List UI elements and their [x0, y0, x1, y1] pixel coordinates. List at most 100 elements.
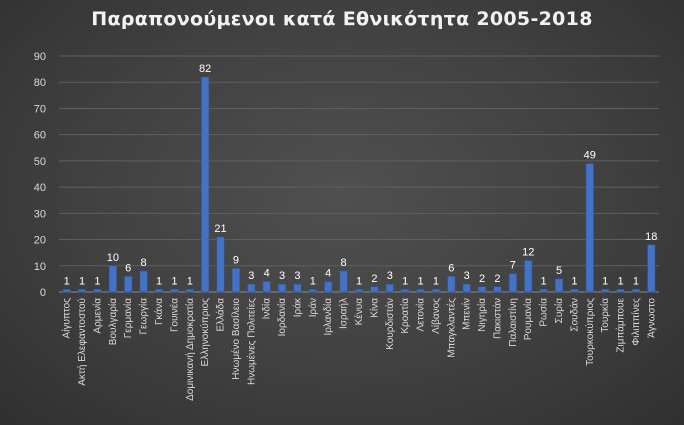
bar — [108, 265, 117, 293]
y-tick-label: 90 — [34, 51, 46, 63]
x-tick-label: Δομινικανή Δημοκρατία — [184, 298, 196, 401]
x-tick-label: Αρμενία — [91, 298, 103, 334]
x-tick-label: Ιορδανία — [276, 298, 288, 337]
x-tick-label: Ινδία — [261, 298, 273, 320]
x-tick-label: Συρία — [553, 298, 565, 324]
data-label: 6 — [448, 262, 454, 274]
bar — [124, 275, 133, 293]
bar — [201, 76, 210, 293]
x-tick-label: Ιράν — [307, 298, 319, 317]
data-label: 3 — [464, 270, 470, 282]
bar — [93, 289, 102, 293]
bar — [539, 289, 548, 293]
data-label: 10 — [107, 252, 119, 264]
bar — [278, 283, 287, 293]
bar — [62, 289, 71, 293]
x-tick-label: Ακτή Ελεφαντοστού — [76, 298, 88, 386]
data-label: 7 — [510, 260, 516, 272]
bar — [462, 283, 471, 293]
data-label: 1 — [156, 275, 162, 287]
chart-title: Παραπονούμενοι κατά Εθνικότητα 2005-2018 — [91, 8, 593, 30]
data-label: 12 — [522, 247, 534, 259]
y-tick-label: 50 — [34, 156, 46, 168]
y-tick-label: 20 — [34, 235, 46, 247]
bar — [508, 273, 517, 293]
data-label: 1 — [417, 275, 423, 287]
bar — [385, 283, 394, 293]
y-tick-label: 60 — [34, 130, 46, 142]
y-tick-label: 80 — [34, 77, 46, 89]
x-tick-label: Ισραήλ — [338, 298, 350, 329]
bar — [139, 270, 148, 293]
x-tick-label: Ζιμπάμπουε — [615, 297, 627, 352]
bar — [354, 289, 364, 293]
data-label: 1 — [633, 275, 639, 287]
x-tick-label: Ελλάδα — [215, 298, 227, 332]
y-tick-label: 0 — [40, 287, 46, 299]
bar — [78, 289, 87, 293]
data-label: 8 — [341, 257, 347, 269]
bar — [231, 268, 240, 293]
x-tick-label: Αίγυπτος — [61, 298, 73, 339]
x-tick-label: Ελληνοκύπριος — [199, 298, 211, 367]
x-tick-label: Κουρδιστάν — [384, 298, 396, 350]
data-label: 3 — [294, 270, 300, 282]
data-label: 1 — [571, 275, 577, 287]
bar — [170, 289, 179, 293]
bar — [431, 289, 440, 293]
bar — [524, 260, 533, 293]
bar — [416, 289, 425, 293]
bar — [570, 289, 579, 293]
bar — [447, 275, 456, 293]
bar — [647, 244, 656, 293]
data-label: 1 — [356, 275, 362, 287]
data-label: 5 — [556, 265, 562, 277]
x-tick-label: Πακιστάν — [491, 298, 503, 339]
data-label: 3 — [279, 270, 285, 282]
bar — [585, 163, 594, 293]
x-tick-label: Λίβανος — [430, 298, 442, 334]
data-label: 1 — [541, 275, 547, 287]
x-tick-label: Ηνωμένο Βασίλειο — [230, 298, 242, 380]
x-tick-label: Τουρκοκύπριος — [584, 298, 596, 366]
data-label: 1 — [402, 275, 408, 287]
bar — [616, 289, 625, 293]
data-label: 18 — [645, 231, 657, 243]
x-tick-label: Λετονία — [415, 298, 427, 332]
data-label: 1 — [310, 275, 316, 287]
data-label: 4 — [325, 268, 331, 280]
data-label: 1 — [602, 275, 608, 287]
data-label: 3 — [248, 270, 254, 282]
x-tick-label: Φιλιππίνες — [630, 298, 642, 346]
x-tick-label: Ιρλανδία — [322, 298, 334, 336]
bar — [262, 281, 271, 293]
data-label: 4 — [264, 268, 270, 280]
x-tick-label: Γκάνα — [153, 298, 165, 325]
x-tick-label: Κίνα — [368, 298, 380, 318]
x-tick-label: Γουινέα — [168, 298, 180, 332]
y-tick-label: 40 — [34, 182, 46, 194]
x-tick-label: Ρωσία — [538, 298, 550, 327]
data-label: 21 — [214, 223, 226, 235]
bar — [601, 289, 610, 293]
x-tick-label: Παλαιστίνη — [507, 298, 519, 347]
bar — [185, 289, 194, 293]
x-tick-label: Σουδάν — [568, 298, 580, 332]
x-tick-label: Τουρκία — [599, 298, 611, 333]
x-tick-label: Μπενίν — [461, 298, 473, 330]
bar — [339, 270, 348, 293]
data-label: 1 — [171, 275, 177, 287]
bar — [493, 286, 502, 293]
x-tick-label: Άγνωστο — [646, 298, 657, 338]
bar — [154, 289, 164, 293]
bar — [401, 289, 410, 293]
data-label: 1 — [79, 275, 85, 287]
bar — [554, 278, 564, 293]
data-label: 9 — [233, 254, 239, 266]
x-tick-label: Κροατία — [399, 298, 411, 334]
x-tick-label: Γεωργία — [138, 298, 150, 335]
bar — [631, 289, 640, 293]
data-label: 49 — [584, 150, 596, 162]
x-tick-label: Μπαγκλαντές — [445, 298, 457, 358]
